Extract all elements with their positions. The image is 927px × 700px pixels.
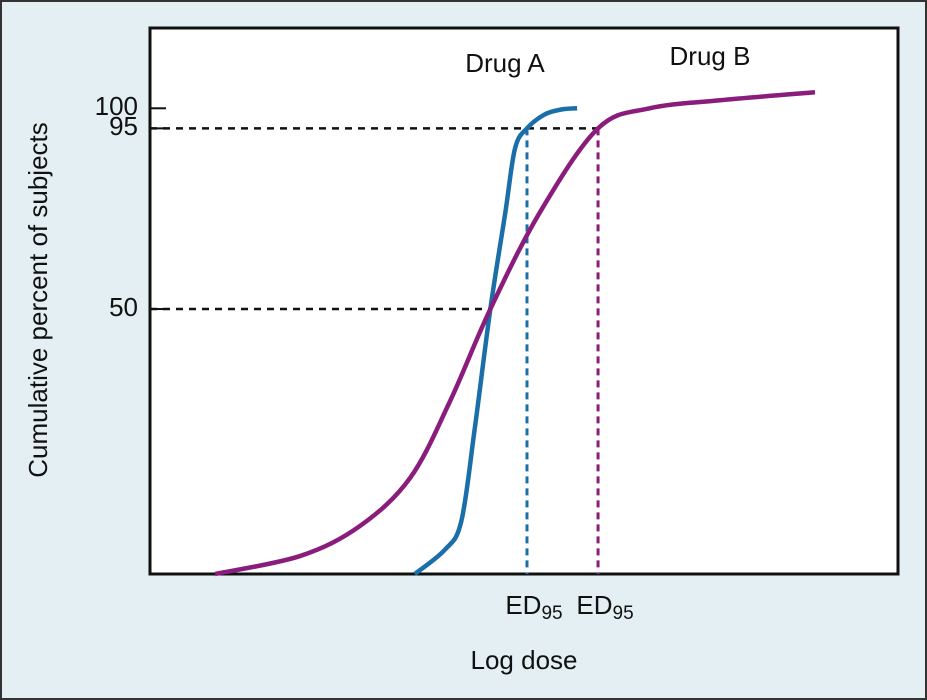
plot-area bbox=[148, 26, 900, 576]
ed-label: ED95 bbox=[505, 590, 562, 624]
y-tick-label: 100 bbox=[95, 91, 138, 121]
ed-label-subscript: 95 bbox=[541, 603, 562, 624]
x-axis-label: Log dose bbox=[471, 645, 578, 675]
y-tick-label: 95 bbox=[109, 111, 138, 141]
series-label: Drug B bbox=[670, 41, 751, 71]
ed-label-subscript: 95 bbox=[613, 603, 634, 624]
series-label: Drug A bbox=[465, 48, 545, 78]
curve bbox=[214, 89, 816, 577]
ed-label: ED95 bbox=[576, 590, 633, 624]
curve bbox=[413, 106, 578, 576]
y-axis-label: Cumulative percent of subjects bbox=[23, 122, 53, 478]
ed-label-text: ED bbox=[576, 590, 612, 620]
ed-label-text: ED bbox=[505, 590, 541, 620]
y-tick-label: 50 bbox=[109, 292, 138, 322]
